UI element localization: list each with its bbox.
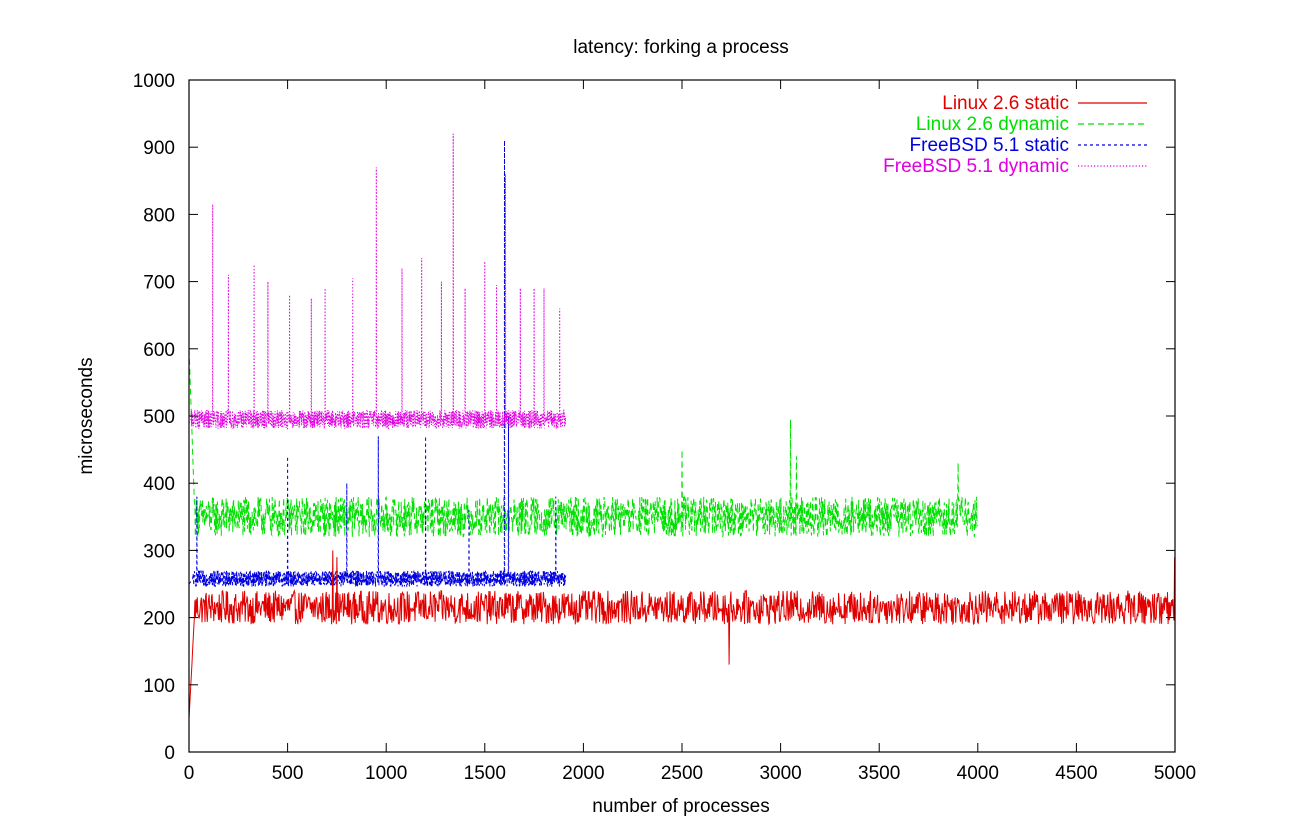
series-line-0 <box>188 550 1176 719</box>
x-tick-label: 4500 <box>1055 763 1097 784</box>
x-axis-label: number of processes <box>592 796 769 817</box>
x-tick-label: 1000 <box>365 763 407 784</box>
series-line-3 <box>188 133 567 431</box>
x-tick-label: 0 <box>184 763 195 784</box>
x-tick-label: 2500 <box>661 763 703 784</box>
y-tick-label: 900 <box>143 138 175 159</box>
y-tick-label: 100 <box>143 676 175 697</box>
x-tick-label: 4000 <box>957 763 999 784</box>
y-tick-label: 1000 <box>133 71 175 92</box>
y-tick-label: 200 <box>143 609 175 630</box>
legend-label: FreeBSD 5.1 static <box>910 135 1069 156</box>
y-tick-label: 700 <box>143 273 175 294</box>
legend-label: Linux 2.6 dynamic <box>916 114 1069 135</box>
series-layer <box>188 133 1176 719</box>
y-tick-label: 600 <box>143 340 175 361</box>
axis-layer: 0 500 1000 1500 2000 2500 3000 3500 4000 4500 5000… <box>133 71 1196 784</box>
x-tick-label: 1500 <box>464 763 506 784</box>
x-tick-label: 5000 <box>1154 763 1196 784</box>
y-tick-label: 500 <box>143 407 175 428</box>
x-tick-label: 500 <box>272 763 304 784</box>
y-tick-label: 300 <box>143 541 175 562</box>
y-tick-label: 400 <box>143 474 175 495</box>
y-axis-label: microseconds <box>76 357 97 474</box>
y-tick-label: 800 <box>143 205 175 226</box>
chart-title: latency: forking a process <box>573 37 788 58</box>
x-tick-label: 2000 <box>562 763 604 784</box>
y-tick-label: 0 <box>164 743 175 764</box>
series-line-1 <box>188 348 979 538</box>
legend-label: Linux 2.6 static <box>942 93 1069 114</box>
x-tick-label: 3000 <box>759 763 801 784</box>
legend-label: FreeBSD 5.1 dynamic <box>883 156 1069 177</box>
x-tick-label: 3500 <box>858 763 900 784</box>
series-line-2 <box>188 140 567 588</box>
